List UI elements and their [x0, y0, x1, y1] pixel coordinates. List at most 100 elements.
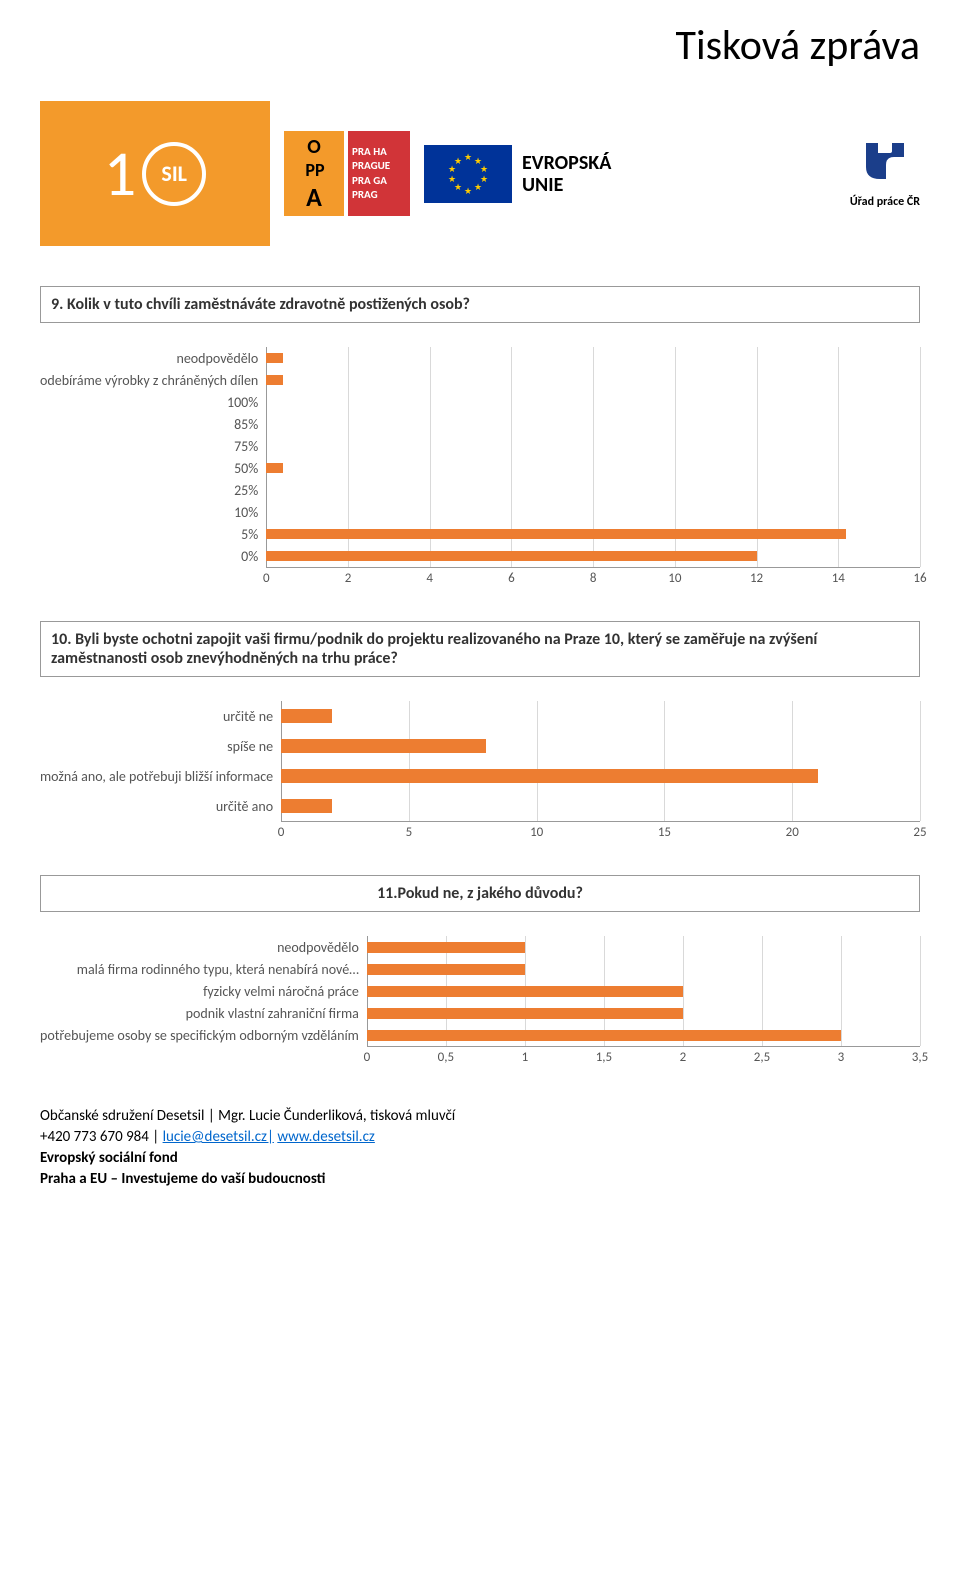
chart3-xaxis: 00,511,522,533,5 [367, 1046, 920, 1066]
bar-row [367, 1024, 920, 1046]
eu-text-block: EVROPSKÁ UNIE [522, 152, 611, 196]
bar-row [266, 545, 920, 567]
x-tick: 15 [658, 825, 671, 840]
chart2-title: 10. Byli byste ochotni zapojit vaši firm… [40, 621, 920, 677]
x-tick: 10 [668, 571, 681, 586]
chart3-plot: 00,511,522,533,5 [367, 936, 920, 1066]
chart2: 10. Byli byste ochotni zapojit vaši firm… [40, 621, 920, 841]
bar-row [367, 936, 920, 958]
chart1-xaxis: 0246810121416 [266, 567, 920, 587]
x-tick: 12 [750, 571, 763, 586]
x-tick: 0 [364, 1050, 371, 1065]
bar [367, 986, 683, 997]
up-text: Úřad práce ČR [850, 195, 920, 209]
category-label: možná ano, ale potřebuji bližší informac… [40, 761, 273, 791]
oppa-r2: PRAGUE [352, 159, 406, 173]
x-tick: 5 [406, 825, 413, 840]
bar [281, 709, 332, 723]
logo-oppa: O P P A PRA HA PRAGUE PRA GA PRAG [284, 131, 410, 216]
x-tick: 14 [832, 571, 845, 586]
up-icon [860, 139, 910, 185]
x-tick: 25 [913, 825, 926, 840]
chart1-body: neodpověděloodebíráme výrobky z chráněný… [40, 347, 920, 587]
bar-row [367, 1002, 920, 1024]
bar-row [266, 479, 920, 501]
x-tick: 0,5 [438, 1050, 454, 1065]
oppa-a: A [306, 181, 322, 213]
x-tick: 3 [838, 1050, 845, 1065]
x-tick: 6 [508, 571, 515, 586]
oppa-o: O [307, 135, 321, 159]
chart2-bars [281, 701, 920, 821]
footer-web-link[interactable]: www.desetsil.cz [277, 1128, 375, 1146]
category-label: potřebujeme osoby se specifickým odborný… [40, 1024, 359, 1046]
x-tick: 20 [786, 825, 799, 840]
gridline [920, 347, 921, 567]
x-tick: 1 [522, 1050, 529, 1065]
bar [281, 769, 818, 783]
category-label: 5% [40, 523, 258, 545]
logo-eu: ★ ★ ★ ★ ★ ★ ★ ★ ★ ★ EVROPSKÁ UNIE [424, 145, 611, 203]
footer-email-link[interactable]: lucie@desetsil.cz| [163, 1128, 274, 1146]
bar [266, 529, 846, 539]
x-tick: 2,5 [754, 1050, 770, 1065]
logo-10sil-text: 1 SIL [104, 135, 206, 213]
x-tick: 8 [590, 571, 597, 586]
logos-row: 1 SIL O P P A PRA HA PRAGUE PRA GA PRAG … [40, 101, 920, 246]
x-tick: 2 [345, 571, 352, 586]
bar-row [281, 731, 920, 761]
category-label: neodpovědělo [40, 936, 359, 958]
category-label: spíše ne [40, 731, 273, 761]
oppa-right: PRA HA PRAGUE PRA GA PRAG [348, 131, 410, 216]
bar [266, 551, 756, 561]
bar [266, 375, 282, 385]
x-tick: 2 [680, 1050, 687, 1065]
oppa-r4: PRAG [352, 188, 406, 202]
eu-text2: UNIE [522, 174, 611, 196]
gridline [920, 701, 921, 821]
category-label: určitě ne [40, 701, 273, 731]
chart1-labels: neodpověděloodebíráme výrobky z chráněný… [40, 347, 266, 587]
chart2-labels: určitě nespíše nemožná ano, ale potřebuj… [40, 701, 281, 841]
bar-row [266, 523, 920, 545]
category-label: 10% [40, 501, 258, 523]
category-label: 50% [40, 457, 258, 479]
chart1-bars [266, 347, 920, 567]
category-label: určitě ano [40, 791, 273, 821]
category-label: odebíráme výrobky z chráněných dílen [40, 369, 258, 391]
chart3-bars [367, 936, 920, 1046]
bar-row [266, 347, 920, 369]
chart3-title: 11.Pokud ne, z jakého důvodu? [40, 875, 920, 912]
footer-phone: +420 773 670 984 | [40, 1128, 163, 1146]
x-tick: 0 [263, 571, 270, 586]
bar [367, 964, 525, 975]
bar-row [266, 413, 920, 435]
oppa-pp: P P [305, 159, 322, 181]
x-tick: 16 [913, 571, 926, 586]
footer-line1: Občanské sdružení Desetsil | Mgr. Lucie … [40, 1106, 920, 1127]
bar-row [281, 761, 920, 791]
category-label: 25% [40, 479, 258, 501]
eu-flag: ★ ★ ★ ★ ★ ★ ★ ★ ★ ★ [424, 145, 512, 203]
oppa-r3: PRA GA [352, 174, 406, 188]
bar [367, 1008, 683, 1019]
footer-line3: Evropský sociální fond [40, 1148, 920, 1169]
logo-10sil: 1 SIL [40, 101, 270, 246]
x-tick: 10 [530, 825, 543, 840]
eu-stars-icon: ★ ★ ★ ★ ★ ★ ★ ★ ★ ★ [448, 154, 488, 194]
eu-text1: EVROPSKÁ [522, 152, 611, 174]
x-tick: 1,5 [596, 1050, 612, 1065]
category-label: 100% [40, 391, 258, 413]
page: Tisková zpráva 1 SIL O P P A PRA HA PRAG… [0, 0, 960, 1230]
chart3-body: neodpovědělomalá firma rodinného typu, k… [40, 936, 920, 1066]
chart2-body: určitě nespíše nemožná ano, ale potřebuj… [40, 701, 920, 841]
logo-1-glyph: 1 [104, 135, 136, 213]
bar [266, 353, 282, 363]
bar-row [266, 391, 920, 413]
page-title: Tisková zpráva [40, 20, 920, 71]
bar-row [281, 791, 920, 821]
chart1-title: 9. Kolik v tuto chvíli zaměstnáváte zdra… [40, 286, 920, 323]
category-label: podnik vlastní zahraniční firma [40, 1002, 359, 1024]
category-label: 75% [40, 435, 258, 457]
chart1-plot: 0246810121416 [266, 347, 920, 587]
